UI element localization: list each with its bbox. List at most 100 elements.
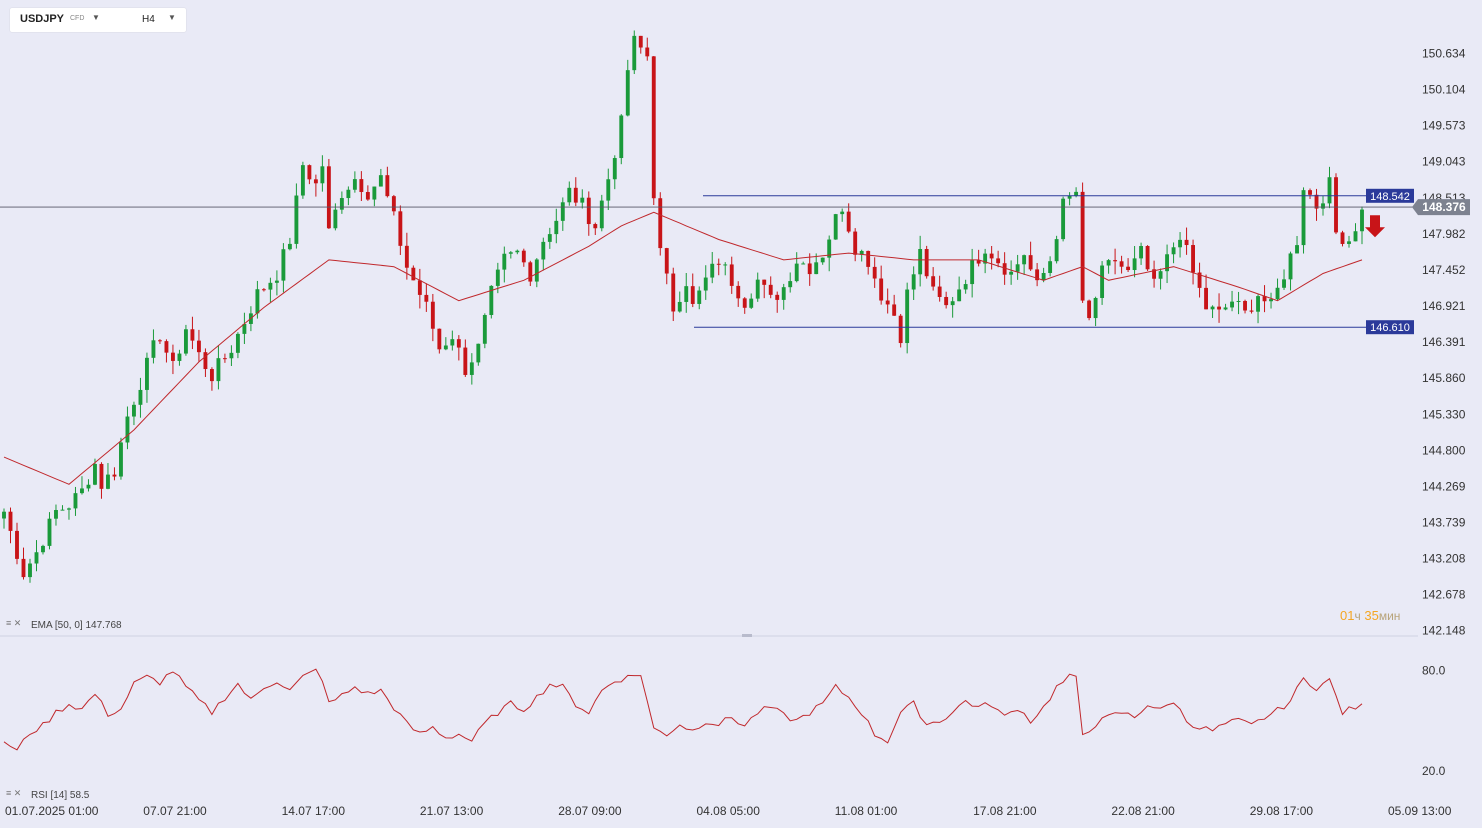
candle-body [93, 463, 97, 485]
candle-body [515, 250, 520, 253]
price-tick-label: 150.634 [1422, 47, 1466, 61]
candle-body [411, 267, 416, 281]
candle-body [469, 362, 474, 375]
price-tick-label: 150.104 [1422, 83, 1466, 97]
candle-body [625, 70, 630, 116]
candle-body [879, 278, 884, 301]
candle-body [158, 340, 162, 342]
candle-body [99, 463, 104, 489]
candle-body [846, 211, 851, 232]
candle-body [742, 298, 747, 308]
candle-body [1080, 191, 1085, 301]
time-tick-label: 29.08 17:00 [1250, 804, 1314, 818]
current-price-label: 148.376 [1422, 200, 1466, 214]
candle-body [1009, 271, 1014, 275]
candle-body [125, 416, 130, 443]
timeframe-select[interactable]: H4 [142, 14, 155, 25]
candle-body [885, 300, 890, 305]
candle-body [840, 211, 845, 215]
candle-body [586, 197, 591, 225]
candle-body [41, 545, 45, 553]
candle-body [15, 530, 19, 559]
symbol-toolbar[interactable]: USDJPY CFD ▼ H4 ▼ [10, 8, 186, 32]
candle-body [398, 211, 403, 246]
rsi-indicator-label: RSI [14] 58.5 [31, 790, 90, 801]
rsi-tick-label: 20.0 [1422, 764, 1446, 778]
candle-body [235, 333, 240, 353]
candle-body [268, 282, 273, 290]
candle-body [80, 488, 84, 494]
candle-body [138, 389, 143, 405]
price-tick-label: 146.921 [1422, 299, 1466, 313]
candle-body [690, 286, 695, 304]
candle-body [424, 294, 429, 302]
candle-body [554, 220, 559, 235]
candle-body [229, 352, 234, 359]
candle-body [957, 289, 962, 302]
candle-body [1314, 194, 1319, 209]
candle-body [820, 257, 825, 263]
candle-body [528, 262, 533, 282]
candle-body [365, 192, 370, 200]
level-tag-label: 148.542 [1370, 191, 1410, 203]
candle-body [203, 352, 208, 370]
candle-body [729, 264, 734, 286]
candle-body [560, 202, 565, 221]
candle-body [1210, 306, 1215, 310]
candle-body [898, 315, 903, 344]
candle-body [54, 510, 58, 519]
candle-body [1152, 269, 1157, 279]
candle-body [73, 493, 78, 509]
candle-body [697, 290, 702, 304]
current-price-tag [1412, 199, 1470, 216]
candle-body [1132, 258, 1137, 271]
price-tick-label: 144.800 [1422, 443, 1466, 457]
candle-body [1087, 300, 1092, 319]
time-tick-label: 04.08 05:00 [697, 804, 761, 818]
price-tick-label: 143.208 [1422, 552, 1466, 566]
candle-body [106, 474, 110, 489]
candle-body [658, 198, 663, 249]
candle-body [313, 179, 318, 184]
candle-body [8, 511, 13, 531]
symbol-dropdown-icon[interactable]: ▼ [92, 13, 100, 22]
candle-body [651, 56, 656, 199]
candle-body [1100, 265, 1105, 298]
candle-body [1360, 209, 1364, 232]
ema-settings-icon[interactable]: ≡ ✕ [6, 618, 22, 628]
candle-body [255, 289, 260, 314]
candle-body [456, 339, 461, 348]
candle-body [859, 250, 864, 255]
symbol-name[interactable]: USDJPY [20, 13, 65, 25]
candle-body [911, 274, 916, 290]
timeframe-dropdown-icon[interactable]: ▼ [168, 13, 176, 22]
countdown-hours-unit: ч [1354, 609, 1361, 623]
candle-body [768, 284, 773, 295]
candle-body [996, 258, 1001, 264]
candle-body [190, 329, 195, 341]
candle-body [300, 165, 305, 196]
rsi-settings-icon[interactable]: ≡ ✕ [6, 788, 22, 798]
candle-body [963, 284, 968, 290]
price-tick-label: 145.860 [1422, 371, 1466, 385]
candle-body [320, 166, 325, 184]
candle-body [404, 245, 409, 268]
time-tick-label: 17.08 21:00 [973, 804, 1037, 818]
rsi-line [3, 668, 1363, 751]
price-tick-label: 145.330 [1422, 407, 1466, 421]
candle-body [710, 263, 715, 278]
candle-body [346, 189, 351, 199]
candle-body [1035, 269, 1040, 281]
candle-body [164, 341, 169, 353]
candle-body [866, 250, 871, 267]
candle-body [716, 263, 721, 265]
candle-body [1158, 271, 1163, 279]
price-tick-label: 147.982 [1422, 227, 1466, 241]
candle-body [21, 558, 26, 578]
candle-body [508, 252, 513, 254]
candle-body [1340, 232, 1345, 244]
candle-body [684, 286, 689, 302]
candle-body [664, 248, 669, 274]
candle-body [677, 301, 682, 312]
